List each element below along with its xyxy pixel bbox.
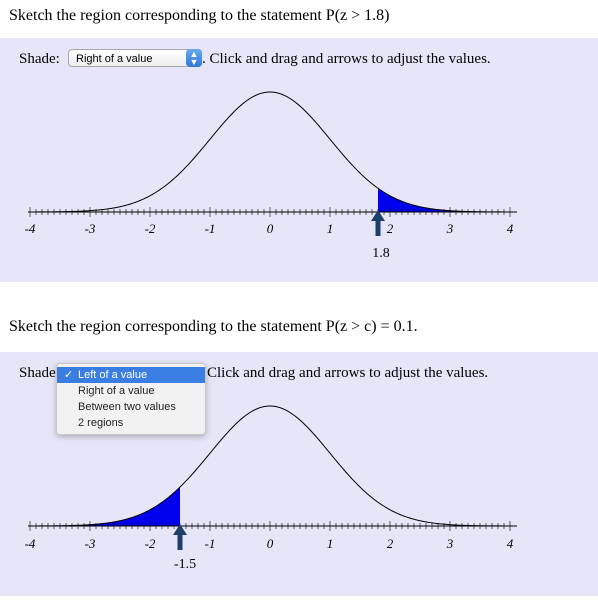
problem2-instructions: Click and drag and arrows to adjust the … — [207, 365, 489, 381]
tick-label: -1 — [205, 536, 216, 551]
problem1-axis-ticks — [29, 207, 511, 217]
tick-label: 0 — [267, 221, 274, 236]
menu-option-between-two-values[interactable]: Between two values — [78, 401, 176, 413]
problem1-instructions: . Click and drag and arrows to adjust th… — [202, 51, 491, 67]
checkmark-icon: ✓ — [64, 369, 74, 381]
problem1-marker-value: 1.8 — [372, 246, 390, 261]
tick-label: 2 — [387, 536, 394, 551]
tick-label: 3 — [446, 221, 454, 236]
problem1-select-value: Right of a value — [76, 53, 153, 65]
tick-label: -3 — [85, 536, 96, 551]
tick-label: -2 — [145, 536, 156, 551]
tick-label: -1 — [205, 221, 216, 236]
tick-label: -3 — [85, 221, 96, 236]
menu-option-2-regions[interactable]: 2 regions — [78, 417, 124, 429]
problem1-drag-marker-arrow-icon[interactable] — [371, 210, 385, 236]
problem2-plot[interactable]: -4 -3 -2 -1 0 1 2 3 4 -1.5 — [0, 352, 598, 596]
problem1-shaded-region — [378, 188, 510, 212]
menu-option-right-of-value[interactable]: Right of a value — [78, 385, 155, 397]
tick-label: -4 — [25, 536, 36, 551]
problem2-header: Sketch the region corresponding to the s… — [0, 311, 598, 349]
problem1-normal-curve — [30, 91, 510, 213]
problem2-title: Sketch the region corresponding to the s… — [9, 318, 418, 335]
tick-label: 1 — [327, 221, 334, 236]
tick-label: 1 — [327, 536, 334, 551]
problem2-normal-curve — [30, 405, 510, 527]
select-stepper-icon[interactable]: ▲ ▼ — [186, 49, 202, 67]
problem1-shade-label: Shade: — [19, 51, 60, 67]
menu-option-left-of-value[interactable]: ✓ Left of a value — [57, 367, 205, 383]
tick-label: 3 — [446, 536, 454, 551]
problem1-title: Sketch the region corresponding to the s… — [9, 7, 390, 24]
problem2-drag-marker-arrow-icon[interactable] — [173, 524, 187, 550]
problem2-shaded-region — [30, 487, 180, 526]
tick-label: -4 — [25, 221, 36, 236]
problem2-shade-label: Shade — [19, 365, 56, 381]
problem2-marker-value: -1.5 — [174, 557, 196, 572]
problem2-tick-labels: -4 -3 -2 -1 0 1 2 3 4 — [25, 536, 514, 551]
problem2-axis-ticks — [29, 521, 511, 531]
problem1-header: Sketch the region corresponding to the s… — [0, 0, 598, 38]
problem2-shade-dropdown-menu[interactable]: ✓ Left of a value Right of a value Betwe… — [56, 363, 206, 435]
tick-label: 0 — [267, 536, 274, 551]
tick-label: 4 — [507, 221, 514, 236]
problem1-panel: Shade: Right of a value ▲ ▼ . Click and d… — [0, 38, 598, 282]
problem1-plot[interactable]: -4 -3 -2 -1 0 1 2 3 4 1.8 — [0, 38, 598, 282]
problem1-tick-labels: -4 -3 -2 -1 0 1 2 3 4 — [25, 221, 514, 236]
tick-label: 2 — [387, 221, 394, 236]
problem1-shade-select[interactable]: Right of a value ▲ ▼ — [68, 49, 202, 67]
tick-label: 4 — [507, 536, 514, 551]
tick-label: -2 — [145, 221, 156, 236]
